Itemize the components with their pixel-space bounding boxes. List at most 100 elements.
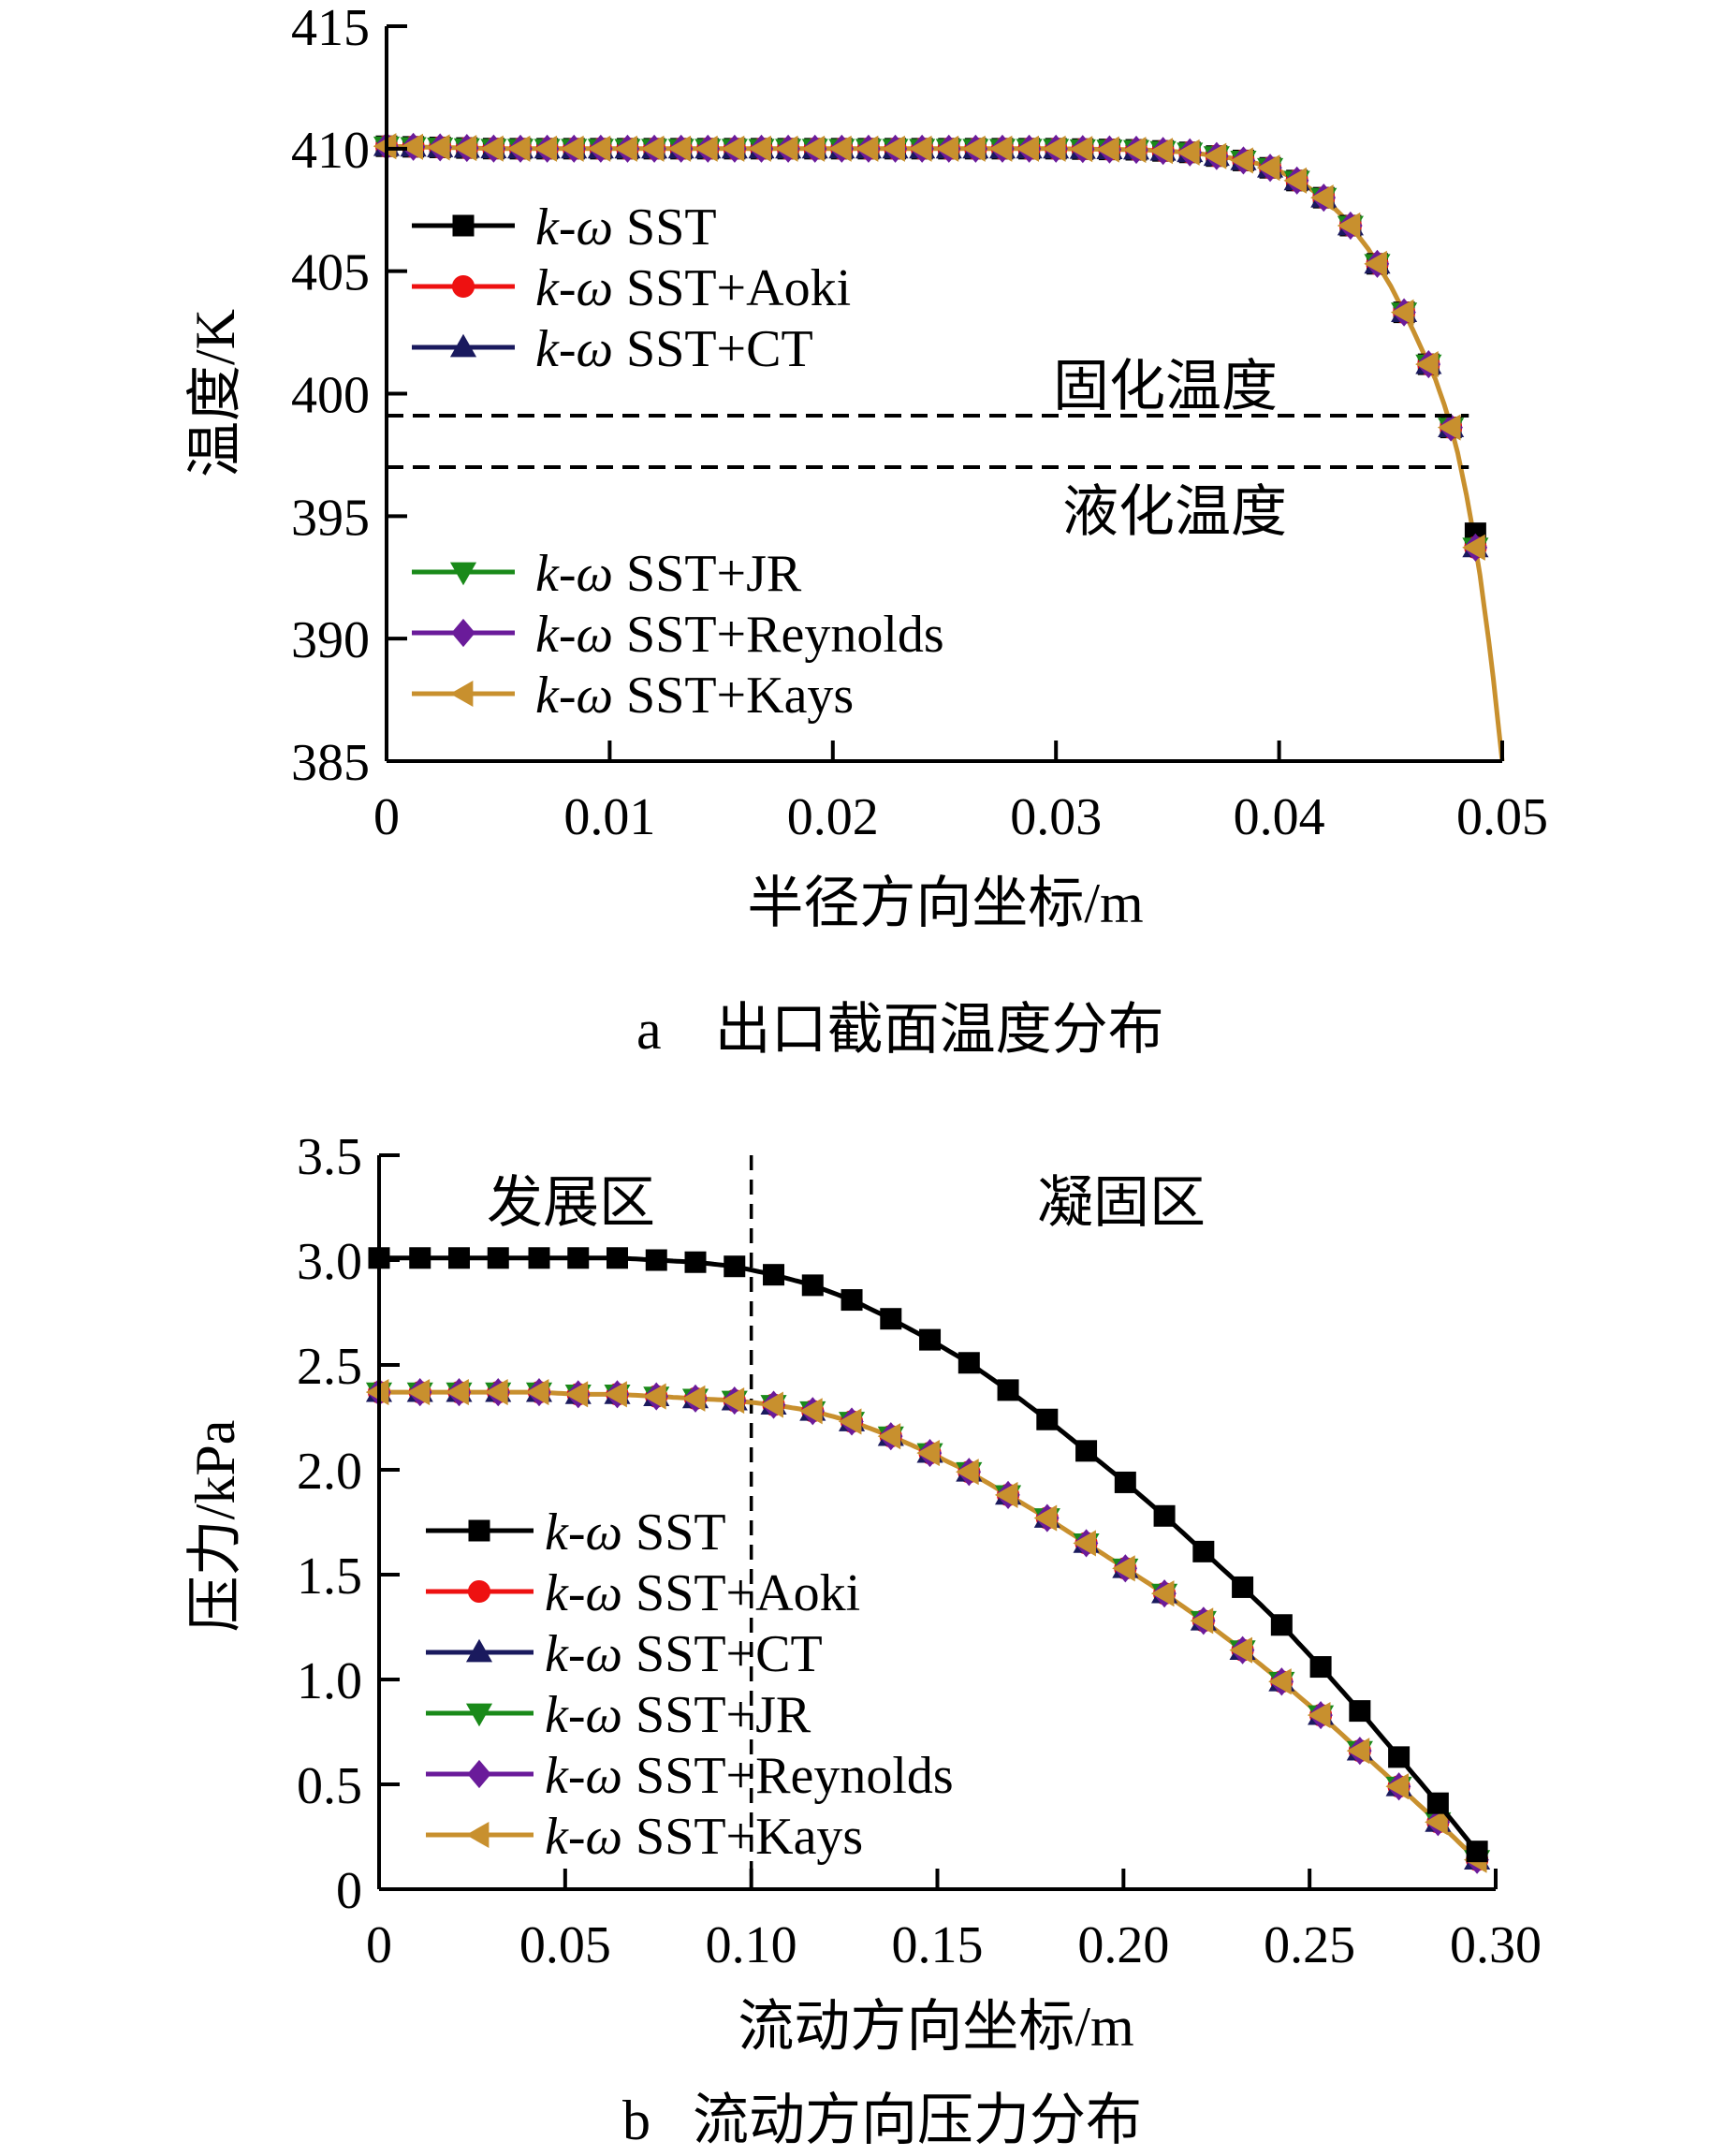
chart-b-x-tick-label: 0.05 bbox=[519, 1916, 611, 1974]
chart-a-marker-5 bbox=[1177, 139, 1200, 166]
chart-a-reference-lines bbox=[387, 414, 1469, 469]
chart-a-y-axis-label: 温度/K bbox=[184, 309, 246, 477]
chart-a-legend-marker-5 bbox=[449, 680, 474, 708]
chart-b-x-tick-label: 0 bbox=[366, 1916, 392, 1974]
chart-b-marker-5 bbox=[446, 1379, 469, 1406]
chart-b-marker-0 bbox=[1426, 1792, 1449, 1814]
chart-b-y-tick-label: 0.5 bbox=[297, 1757, 362, 1815]
chart-a-marker-5 bbox=[1462, 534, 1485, 561]
chart-b-marker-5 bbox=[525, 1379, 549, 1406]
chart-a-y-tick-label: 395 bbox=[291, 489, 370, 547]
chart-a-marker-5 bbox=[667, 135, 692, 162]
chart-a-marker-5 bbox=[1364, 250, 1387, 277]
chart-b-y-tick-label: 2.5 bbox=[297, 1338, 362, 1396]
chart-b-y-tick-label: 1.5 bbox=[297, 1547, 362, 1606]
chart-a-x-tick-label: 0.03 bbox=[1010, 788, 1102, 846]
chart-a-marker-5 bbox=[1069, 136, 1093, 163]
chart-a-marker-5 bbox=[1042, 135, 1066, 162]
chart-b-caption-text: 流动方向压力分布 bbox=[693, 2090, 1142, 2151]
chart-a-y-tick-label: 405 bbox=[291, 244, 370, 302]
chart-a-x-tick-label: 0.01 bbox=[563, 788, 655, 846]
chart-a-liquefaction-label: 液化温度 bbox=[1062, 481, 1287, 543]
chart-b-marker-0 bbox=[919, 1328, 942, 1351]
chart-b-marker-5 bbox=[956, 1459, 979, 1486]
chart-a-marker-5 bbox=[1310, 184, 1334, 212]
chart-a-legend-marker-2 bbox=[449, 333, 477, 358]
chart-b-legend-marker-2 bbox=[465, 1638, 493, 1663]
chart-b-marker-0 bbox=[724, 1255, 746, 1278]
chart-b-marker-5 bbox=[877, 1423, 901, 1450]
chart-b-marker-0 bbox=[645, 1249, 667, 1271]
chart-a-caption: a 出口截面温度分布 bbox=[636, 999, 1164, 1061]
chart-a-x-axis-label: 半径方向坐标/m bbox=[747, 873, 1143, 934]
chart-b-marker-0 bbox=[409, 1247, 431, 1269]
chart-a-marker-5 bbox=[587, 135, 611, 162]
chart-b-legend-marker-4 bbox=[467, 1759, 491, 1789]
chart-b-marker-5 bbox=[406, 1379, 431, 1406]
chart-b-x-tick-label: 0.30 bbox=[1450, 1916, 1542, 1974]
chart-b-legend-label-4: k-ω SST+Reynolds bbox=[545, 1747, 954, 1805]
chart-b-marker-0 bbox=[528, 1247, 550, 1269]
chart-b-marker-5 bbox=[1033, 1504, 1058, 1532]
chart-a-marker-5 bbox=[561, 135, 584, 162]
chart-a-marker-5 bbox=[506, 135, 531, 162]
chart-b-marker-0 bbox=[763, 1264, 785, 1286]
chart-a-marker-5 bbox=[855, 135, 879, 162]
chart-b-marker-0 bbox=[1036, 1408, 1059, 1430]
chart-b-y-tick-label: 3.5 bbox=[297, 1128, 362, 1186]
chart-b-marker-0 bbox=[1466, 1841, 1488, 1863]
chart-b-marker-0 bbox=[1388, 1746, 1411, 1768]
chart-b-marker-5 bbox=[1307, 1702, 1331, 1729]
chart-b-marker-0 bbox=[1349, 1700, 1371, 1723]
chart-a-x-tick-label: 0.05 bbox=[1456, 788, 1548, 846]
chart-b-marker-5 bbox=[799, 1398, 823, 1425]
chart-a-marker-5 bbox=[962, 135, 986, 162]
chart-b-marker-0 bbox=[447, 1247, 470, 1269]
chart-a-marker-5 bbox=[1016, 135, 1039, 162]
chart-b-marker-5 bbox=[1229, 1636, 1252, 1664]
chart-a-caption-text: 出口截面温度分布 bbox=[715, 999, 1164, 1061]
chart-b-legend-label-3: k-ω SST+JR bbox=[545, 1686, 811, 1744]
chart-b-marker-0 bbox=[487, 1247, 509, 1269]
chart-b-marker-0 bbox=[801, 1274, 824, 1297]
chart-a-marker-5 bbox=[1122, 136, 1147, 164]
chart-b-solidification-zone-label: 凝固区 bbox=[1037, 1172, 1206, 1234]
chart-a-marker-5 bbox=[480, 135, 504, 162]
chart-b-caption-letter: b bbox=[622, 2090, 651, 2151]
chart-b-legend-label-2: k-ω SST+CT bbox=[545, 1625, 823, 1683]
chart-a-marker-5 bbox=[908, 135, 932, 162]
chart-b-axes bbox=[377, 1153, 1498, 1891]
chart-a-legend-label-3: k-ω SST+JR bbox=[535, 545, 802, 603]
chart-a-legend-marker-1 bbox=[451, 274, 475, 299]
chart-a-marker-5 bbox=[882, 135, 905, 162]
chart-b-marker-5 bbox=[760, 1391, 783, 1418]
chart-a-marker-5 bbox=[453, 135, 477, 162]
chart-a-marker-5 bbox=[1096, 136, 1119, 163]
chart-a-marker-5 bbox=[640, 135, 665, 162]
chart-b-y-tick-label: 0 bbox=[336, 1862, 362, 1920]
chart-b-marker-5 bbox=[681, 1385, 706, 1412]
chart-a-caption-letter: a bbox=[636, 999, 662, 1061]
chart-b-marker-0 bbox=[841, 1289, 863, 1312]
chart-b-marker-5 bbox=[721, 1387, 745, 1415]
chart-a-marker-5 bbox=[614, 135, 637, 162]
chart-a-marker-5 bbox=[828, 135, 852, 162]
chart-a-y-tick-label: 385 bbox=[291, 734, 370, 792]
chart-b-marker-5 bbox=[1385, 1773, 1410, 1800]
chart-b-marker-5 bbox=[564, 1381, 589, 1408]
chart-a-marker-5 bbox=[1149, 138, 1174, 165]
chart-a-tick-labels: 385 390 395 400 405 410 415 0 0.01 0.02 0.03 0.04 0.… bbox=[291, 0, 1548, 846]
chart-a-marker-5 bbox=[534, 135, 558, 162]
chart-b-y-tick-label: 2.0 bbox=[297, 1443, 362, 1501]
chart-a-legend-label-5: k-ω SST+Kays bbox=[535, 667, 854, 725]
chart-a-legend-label-1: k-ω SST+Aoki bbox=[535, 259, 851, 317]
chart-a-legend-label-2: k-ω SST+CT bbox=[535, 320, 813, 378]
chart-a-marker-5 bbox=[1415, 351, 1439, 378]
chart-b-marker-0 bbox=[684, 1251, 707, 1273]
chart-a-marker-5 bbox=[1256, 154, 1280, 182]
chart-a-marker-5 bbox=[1337, 212, 1361, 240]
chart-a-marker-5 bbox=[1437, 414, 1461, 441]
